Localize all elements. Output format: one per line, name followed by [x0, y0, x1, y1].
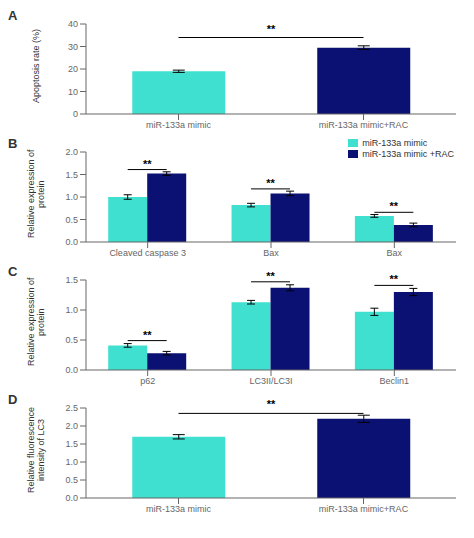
html-text:D: D: [8, 392, 18, 407]
svg-text:10: 10: [68, 87, 78, 97]
svg-text:**: **: [390, 200, 399, 212]
html-text:Relative expression of protein: Relative expression of protein: [26, 277, 46, 367]
svg-text:0.5: 0.5: [65, 475, 78, 485]
html-text:B: B: [8, 136, 18, 151]
svg-text:20: 20: [68, 64, 78, 74]
svg-text:1.5: 1.5: [65, 439, 78, 449]
svg-text:0.0: 0.0: [65, 365, 78, 375]
svg-text:**: **: [266, 270, 275, 282]
html-text:C: C: [8, 264, 18, 279]
svg-text:0.0: 0.0: [65, 237, 78, 247]
svg-text:40: 40: [68, 19, 78, 29]
svg-text:2.0: 2.0: [65, 147, 78, 157]
svg-text:0.5: 0.5: [65, 215, 78, 225]
svg-text:p62: p62: [140, 376, 155, 386]
svg-text:**: **: [267, 398, 276, 410]
svg-text:1.0: 1.0: [65, 305, 78, 315]
svg-text:miR-133a mimic: miR-133a mimic: [146, 504, 212, 514]
svg-text:Bax: Bax: [263, 248, 279, 258]
svg-text:Bax: Bax: [387, 248, 403, 258]
svg-text:**: **: [390, 273, 399, 285]
svg-text:0.5: 0.5: [65, 335, 78, 345]
svg-text:1.5: 1.5: [65, 275, 78, 285]
html-text:Apoptosis rate (%): Apoptosis rate (%): [31, 29, 41, 103]
svg-text:**: **: [143, 158, 152, 170]
svg-text:0.0: 0.0: [65, 493, 78, 503]
svg-text:Beclin1: Beclin1: [380, 376, 410, 386]
svg-text:miR-133a mimic+RAC: miR-133a mimic+RAC: [319, 120, 409, 130]
html-text:miR-133a mimic: miR-133a mimic: [362, 138, 428, 148]
html-text:Relative fluorescence intensit: Relative fluorescence intensity of LC3: [26, 407, 46, 493]
svg-text:1.0: 1.0: [65, 192, 78, 202]
html-text:miR-133a mimic +RAC: miR-133a mimic +RAC: [362, 148, 454, 159]
html-text:A: A: [8, 8, 18, 23]
html-text:Relative expression of protein: Relative expression of protein: [26, 149, 46, 239]
svg-text:miR-133a mimic+RAC: miR-133a mimic+RAC: [319, 504, 409, 514]
svg-text:2.5: 2.5: [65, 403, 78, 413]
svg-text:2.0: 2.0: [65, 421, 78, 431]
svg-text:30: 30: [68, 42, 78, 52]
svg-text:miR-133a mimic: miR-133a mimic: [146, 120, 212, 130]
svg-text:**: **: [266, 177, 275, 189]
svg-text:**: **: [267, 23, 276, 35]
svg-text:0: 0: [73, 109, 78, 119]
svg-text:Cleaved caspase 3: Cleaved caspase 3: [109, 248, 186, 258]
svg-text:1.5: 1.5: [65, 170, 78, 180]
svg-text:**: **: [143, 329, 152, 341]
svg-text:LC3II/LC3I: LC3II/LC3I: [249, 376, 292, 386]
svg-text:1.0: 1.0: [65, 457, 78, 467]
